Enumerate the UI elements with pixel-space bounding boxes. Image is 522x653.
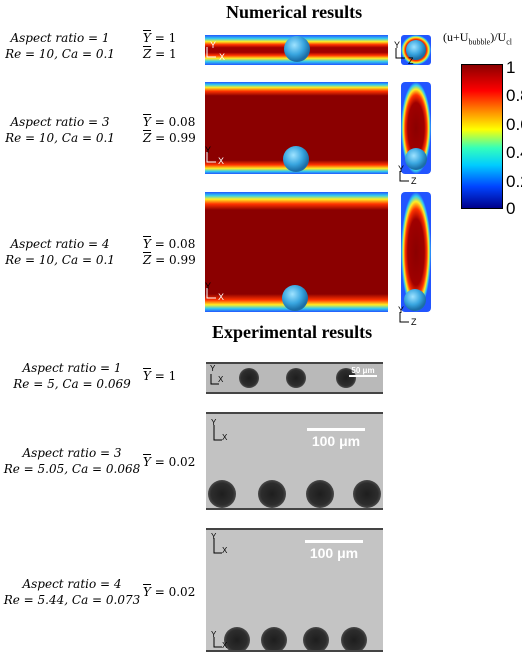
exp2-bubble-4 bbox=[353, 480, 381, 508]
num2-labels: Aspect ratio = 3 Re = 10, Ca = 0.1 bbox=[2, 114, 118, 146]
num2-zbar: = 0.99 bbox=[151, 131, 196, 145]
colorbar-tick-0.8: 0.8 bbox=[506, 86, 522, 105]
num3-labels: Aspect ratio = 4 Re = 10, Ca = 0.1 bbox=[2, 236, 118, 268]
exp3-params: Re = 5.44, Ca = 0.073 bbox=[3, 593, 141, 607]
exp3-axis-y: Y bbox=[211, 532, 217, 541]
num3-params: Re = 10, Ca = 0.1 bbox=[5, 253, 115, 267]
exp2-axis-y: Y bbox=[211, 418, 217, 427]
exp1-axis: Y bbox=[210, 364, 216, 373]
exp1-bubble-3 bbox=[336, 368, 356, 388]
exp1-axis-x: X bbox=[218, 375, 224, 384]
exp2-scale-bar: 100 μm bbox=[304, 428, 368, 449]
num1-bubble bbox=[284, 36, 310, 62]
exp3-scale-bar: 100 μm bbox=[302, 540, 366, 561]
num1-params: Re = 10, Ca = 0.1 bbox=[5, 47, 115, 61]
exp3-micrograph: 100 μm bbox=[206, 528, 383, 652]
num1-bubble-cross bbox=[406, 40, 426, 60]
exp3-axis-x-bottom: X bbox=[222, 641, 228, 650]
num-side-axes bbox=[206, 47, 216, 299]
exp3-axis-y-bottom: Y bbox=[211, 630, 217, 639]
exp1-scale-label: 50 μm bbox=[351, 366, 375, 375]
numerical-results-heading: Numerical results bbox=[226, 2, 363, 22]
exp3-bubble-1 bbox=[224, 627, 250, 650]
num3-bubble-cross bbox=[404, 289, 426, 311]
num1-labels: Aspect ratio = 1 Re = 10, Ca = 0.1 bbox=[2, 30, 118, 62]
num3-y-axis-label: Y bbox=[205, 281, 212, 291]
num3-cross-section bbox=[401, 192, 431, 312]
exp2-position: Y = 0.02 bbox=[143, 455, 196, 469]
exp2-micrograph: 100 μm bbox=[206, 412, 383, 510]
num2-y-axis-label: Y bbox=[205, 145, 212, 155]
exp1-position: Y = 1 bbox=[143, 369, 177, 383]
colorbar-tick-0.4: 0.4 bbox=[506, 143, 522, 162]
num2-params: Re = 10, Ca = 0.1 bbox=[5, 131, 115, 145]
exp3-bubble-4 bbox=[341, 627, 367, 650]
num1-y-axis-label: Y bbox=[210, 40, 217, 50]
exp3-position: Y = 0.02 bbox=[143, 585, 196, 599]
num-cross-axes bbox=[395, 48, 409, 323]
exp1-micrograph: 50 μm bbox=[206, 362, 383, 394]
num2-cross-z-label: Z bbox=[411, 176, 417, 186]
colorbar bbox=[461, 64, 503, 209]
num2-bubble-cross bbox=[405, 148, 427, 170]
num3-ybar: = 0.08 bbox=[150, 237, 196, 251]
num3-cross-y-label: Y bbox=[398, 305, 405, 315]
exp2-scale-label: 100 μm bbox=[311, 433, 361, 449]
num2-position: Y = 0.08 Z = 0.99 bbox=[143, 115, 196, 145]
exp1-labels: Aspect ratio = 1 Re = 5, Ca = 0.069 bbox=[2, 360, 142, 392]
colorbar-tick-0: 0 bbox=[506, 199, 516, 218]
exp2-labels: Aspect ratio = 3 Re = 5.05, Ca = 0.068 bbox=[2, 445, 142, 477]
num2-x-axis-label: X bbox=[218, 156, 225, 166]
exp1-ybar: = 1 bbox=[150, 369, 177, 383]
exp2-ybar: = 0.02 bbox=[150, 455, 196, 469]
exp3-bubble-3 bbox=[303, 627, 329, 650]
colorbar-tick-1: 1 bbox=[506, 58, 516, 77]
colorbar-tick-0.2: 0.2 bbox=[506, 172, 522, 191]
exp1-bubble-1 bbox=[239, 368, 259, 388]
num1-position: Y = 1 Z = 1 bbox=[143, 31, 177, 61]
exp2-bubble-1 bbox=[208, 480, 236, 508]
num3-bubble bbox=[282, 285, 308, 311]
num2-aspect: Aspect ratio = 3 bbox=[10, 115, 110, 129]
num1-x-axis-label: X bbox=[219, 52, 226, 62]
num1-aspect: Aspect ratio = 1 bbox=[10, 31, 110, 45]
num2-bubble bbox=[283, 146, 309, 172]
exp2-params: Re = 5.05, Ca = 0.068 bbox=[3, 462, 141, 476]
num3-x-axis-label: X bbox=[218, 292, 225, 302]
exp2-aspect: Aspect ratio = 3 bbox=[22, 446, 122, 460]
exp1-scale-bar: 50 μm bbox=[346, 366, 380, 377]
exp3-scale-label: 100 μm bbox=[309, 545, 359, 561]
num3-zbar: = 0.99 bbox=[151, 253, 196, 267]
num3-position: Y = 0.08 Z = 0.99 bbox=[143, 237, 196, 267]
numerical-contour-plots bbox=[205, 35, 431, 323]
exp1-aspect: Aspect ratio = 1 bbox=[22, 361, 122, 375]
num2-ybar: = 0.08 bbox=[150, 115, 196, 129]
num3-aspect: Aspect ratio = 4 bbox=[10, 237, 110, 251]
exp3-labels: Aspect ratio = 4 Re = 5.44, Ca = 0.073 bbox=[2, 576, 142, 608]
num1-ybar: = 1 bbox=[150, 31, 177, 45]
exp1-params: Re = 5, Ca = 0.069 bbox=[13, 377, 131, 391]
num1-zbar: = 1 bbox=[151, 47, 177, 61]
exp3-bubble-2 bbox=[261, 627, 287, 650]
num1-cross-z-label: Z bbox=[408, 56, 414, 66]
experimental-results-heading: Experimental results bbox=[212, 322, 373, 342]
colorbar-tick-0.6: 0.6 bbox=[506, 115, 522, 134]
exp3-axis-x: X bbox=[222, 546, 228, 555]
num3-cross-z-label: Z bbox=[411, 317, 417, 327]
exp2-bubble-2 bbox=[258, 480, 286, 508]
num2-cross-y-label: Y bbox=[398, 164, 405, 174]
exp3-aspect: Aspect ratio = 4 bbox=[22, 577, 122, 591]
exp3-ybar: = 0.02 bbox=[150, 585, 196, 599]
colorbar-title: (u+Ububble)/Ucl bbox=[443, 30, 512, 47]
exp2-bubble-3 bbox=[306, 480, 334, 508]
num1-cross-y-label: Y bbox=[394, 40, 401, 50]
exp2-axis-x: X bbox=[222, 433, 228, 442]
exp1-bubble-2 bbox=[286, 368, 306, 388]
